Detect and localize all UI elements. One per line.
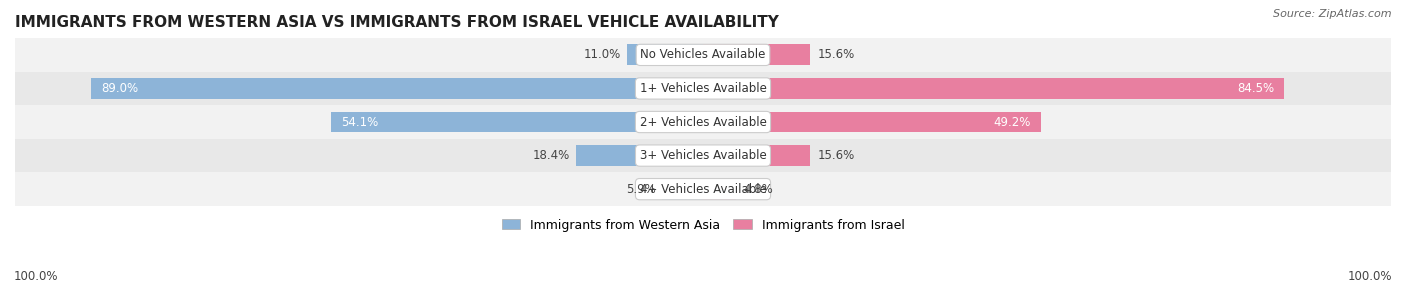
Text: 2+ Vehicles Available: 2+ Vehicles Available [640,116,766,128]
Bar [703,45,810,65]
Bar [703,145,810,166]
Text: 84.5%: 84.5% [1237,82,1274,95]
Text: 18.4%: 18.4% [533,149,569,162]
Bar [15,172,1391,206]
Bar [662,179,703,200]
Text: 54.1%: 54.1% [342,116,378,128]
Text: 5.9%: 5.9% [626,183,655,196]
Bar [15,72,1391,105]
Bar [627,45,703,65]
Bar [703,78,1284,99]
Text: 15.6%: 15.6% [817,149,855,162]
Text: 3+ Vehicles Available: 3+ Vehicles Available [640,149,766,162]
Text: 89.0%: 89.0% [101,82,138,95]
Text: 1+ Vehicles Available: 1+ Vehicles Available [640,82,766,95]
Text: 100.0%: 100.0% [1347,270,1392,283]
Text: Source: ZipAtlas.com: Source: ZipAtlas.com [1274,9,1392,19]
Text: 4+ Vehicles Available: 4+ Vehicles Available [640,183,766,196]
Bar [703,112,1042,132]
Bar [15,38,1391,72]
Bar [15,139,1391,172]
Bar [15,105,1391,139]
Text: 4.8%: 4.8% [742,183,773,196]
Bar [576,145,703,166]
Bar [90,78,703,99]
Bar [703,179,735,200]
Legend: Immigrants from Western Asia, Immigrants from Israel: Immigrants from Western Asia, Immigrants… [496,214,910,237]
Text: No Vehicles Available: No Vehicles Available [640,48,766,61]
Text: 11.0%: 11.0% [583,48,620,61]
Bar [330,112,703,132]
Text: 15.6%: 15.6% [817,48,855,61]
Text: 49.2%: 49.2% [994,116,1031,128]
Text: 100.0%: 100.0% [14,270,59,283]
Text: IMMIGRANTS FROM WESTERN ASIA VS IMMIGRANTS FROM ISRAEL VEHICLE AVAILABILITY: IMMIGRANTS FROM WESTERN ASIA VS IMMIGRAN… [15,15,779,30]
